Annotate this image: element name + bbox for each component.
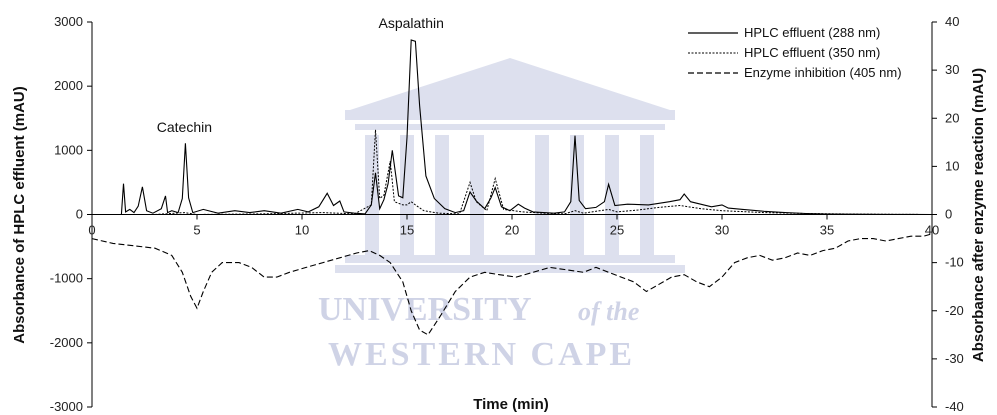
right-tick-label: -30	[945, 351, 964, 366]
series-line-hplc-350nm	[92, 129, 933, 216]
left-y-axis-title: Absorbance of HPLC effluent (mAU)	[11, 86, 28, 344]
x-tick-label: 5	[193, 223, 200, 238]
left-tick-label: -3000	[50, 399, 83, 414]
series-line-enzyme-405nm	[91, 233, 933, 336]
right-axis-ticks: -40 -30 -20 -10 0 10 20 30 40	[932, 14, 964, 414]
left-axis-ticks: -3000 -2000 -1000 0 1000 2000 3000	[50, 14, 92, 414]
building-watermark-icon	[335, 58, 685, 273]
left-tick-label: -2000	[50, 335, 83, 350]
right-tick-label: -40	[945, 399, 964, 414]
x-tick-label: 40	[925, 223, 939, 238]
right-tick-label: 30	[945, 62, 959, 77]
watermark-line1: UNIVERSITY	[318, 291, 532, 328]
x-tick-label: 0	[88, 223, 95, 238]
right-tick-label: -20	[945, 303, 964, 318]
university-watermark: UNIVERSITY of the WESTERN CAPE	[318, 58, 685, 373]
legend-label-405nm: Enzyme inhibition (405 nm)	[744, 65, 902, 80]
watermark-line1-suffix: of the	[578, 297, 639, 326]
left-tick-label: 2000	[54, 78, 83, 93]
x-tick-label: 30	[715, 223, 729, 238]
left-tick-label: -1000	[50, 271, 83, 286]
right-y-axis-title: Absorbance after enzyme reaction (mAU)	[970, 68, 987, 362]
x-axis-ticks: 0 5 10 15 20 25 30 35 40	[88, 214, 939, 238]
left-tick-label: 3000	[54, 14, 83, 29]
left-tick-label: 0	[76, 207, 83, 222]
x-tick-label: 20	[505, 223, 519, 238]
x-tick-label: 15	[400, 223, 414, 238]
legend-label-350nm: HPLC effluent (350 nm)	[744, 45, 880, 60]
left-tick-label: 1000	[54, 142, 83, 157]
x-tick-label: 10	[295, 223, 309, 238]
annotation-catechin: Catechin	[157, 119, 212, 135]
legend: HPLC effluent (288 nm) HPLC effluent (35…	[688, 25, 902, 80]
right-tick-label: 20	[945, 110, 959, 125]
watermark-line2: WESTERN CAPE	[328, 336, 635, 373]
right-tick-label: 0	[945, 207, 952, 222]
x-axis-title: Time (min)	[473, 396, 549, 413]
x-tick-label: 35	[820, 223, 834, 238]
legend-label-288nm: HPLC effluent (288 nm)	[744, 25, 880, 40]
right-tick-label: 40	[945, 14, 959, 29]
series-layer	[91, 39, 933, 336]
x-tick-label: 25	[610, 223, 624, 238]
annotation-aspalathin: Aspalathin	[379, 15, 444, 31]
right-tick-label: -10	[945, 255, 964, 270]
right-tick-label: 10	[945, 158, 959, 173]
series-line-hplc-288nm	[92, 39, 933, 216]
